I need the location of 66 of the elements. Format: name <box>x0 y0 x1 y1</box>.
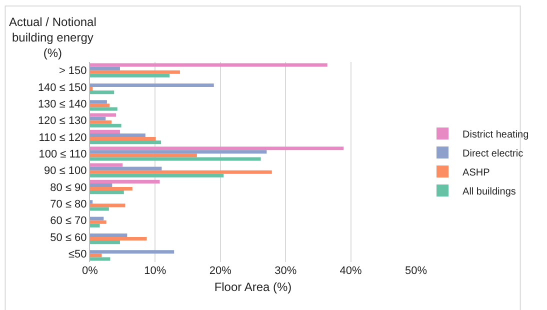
bar <box>90 100 107 104</box>
bar <box>90 240 120 244</box>
bar <box>90 140 162 144</box>
bar <box>90 66 120 70</box>
y-tick-label: 110 ≤ 120 <box>38 132 87 144</box>
x-tick-label: 30% <box>274 265 297 277</box>
y-tick-label: ≤50 <box>68 248 87 261</box>
x-tick-label: 20% <box>209 265 232 277</box>
legend-label: ASHP <box>462 167 490 178</box>
bar <box>90 200 93 204</box>
y-tick-label: 130 ≤ 140 <box>38 98 87 111</box>
bar <box>90 83 214 87</box>
y-tick-label: 50 ≤ 60 <box>50 232 87 244</box>
bar <box>90 190 124 194</box>
y-axis-title: Actual / Notional building energy (%) <box>9 15 96 60</box>
y-tick-label: > 150 <box>58 65 87 78</box>
bar <box>90 166 162 170</box>
bar <box>90 150 267 154</box>
y-tick-label: 90 ≤ 100 <box>44 165 87 178</box>
legend-label: Direct electric <box>462 148 524 160</box>
y-tick-label: 80 ≤ 90 <box>50 182 87 194</box>
bar <box>90 174 224 178</box>
bar <box>90 180 160 184</box>
y-tick-label: 60 ≤ 70 <box>50 215 87 228</box>
legend-label: District heating <box>462 129 529 140</box>
bar <box>90 133 146 137</box>
bar <box>90 90 114 94</box>
bar <box>90 70 180 74</box>
legend-label: All buildings <box>462 186 516 198</box>
bar <box>90 220 106 224</box>
x-tick-label: 0% <box>82 265 98 277</box>
bar <box>90 233 128 237</box>
bar <box>90 124 122 128</box>
bar <box>90 250 174 254</box>
bar <box>90 130 120 134</box>
bar <box>90 187 132 191</box>
bar <box>90 116 106 120</box>
bar <box>90 163 123 167</box>
bar <box>90 257 110 261</box>
bar <box>90 216 104 220</box>
bar <box>90 254 102 258</box>
y-tick-label: 120 ≤ 130 <box>38 115 87 128</box>
bar <box>90 154 197 158</box>
y-tick-label: 140 ≤ 150 <box>38 82 87 94</box>
bar <box>90 87 93 91</box>
bar <box>90 107 118 111</box>
bar <box>90 113 116 117</box>
bar <box>90 170 272 174</box>
bar <box>90 204 126 208</box>
bar <box>90 207 109 211</box>
bar <box>90 224 100 228</box>
x-axis-title: Floor Area (%) <box>214 280 292 294</box>
bar <box>90 63 328 67</box>
bar <box>90 74 170 78</box>
bar <box>90 237 147 241</box>
bar <box>90 137 156 141</box>
bar <box>90 146 344 150</box>
bar <box>90 120 112 124</box>
y-tick-label: 70 ≤ 80 <box>50 198 87 211</box>
bar <box>90 157 261 161</box>
x-tick-label: 50% <box>404 265 428 277</box>
x-tick-label: 40% <box>340 265 362 277</box>
y-tick-label: 100 ≤ 110 <box>38 148 87 161</box>
x-tick-label: 10% <box>144 265 166 277</box>
bar <box>90 104 110 108</box>
bar <box>90 183 112 187</box>
